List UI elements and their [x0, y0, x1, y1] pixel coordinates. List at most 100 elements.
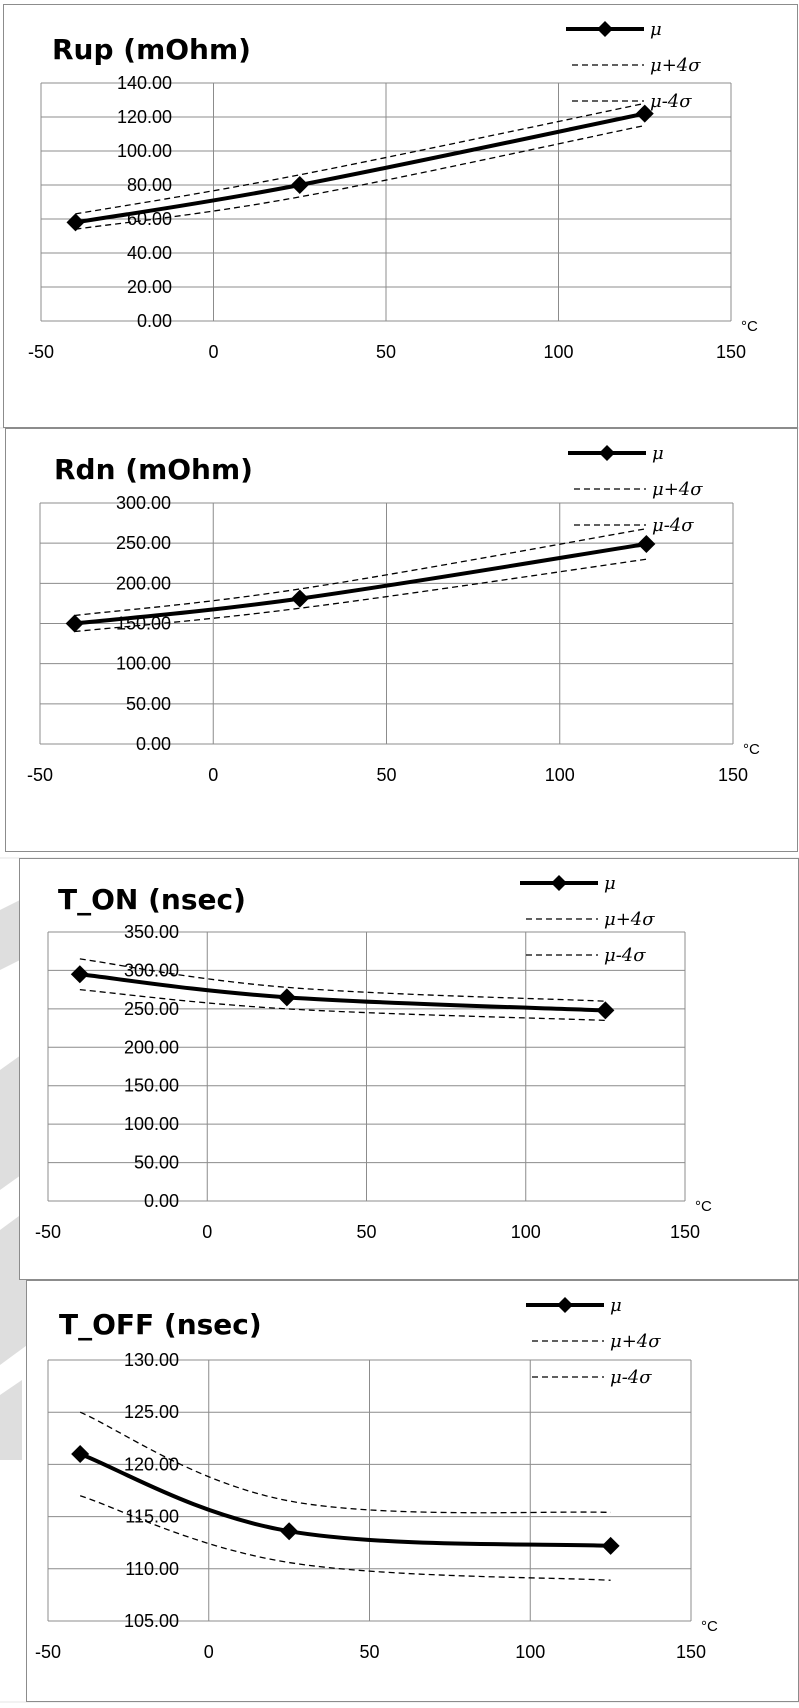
- y-tick-label: 80.00: [127, 175, 172, 195]
- y-tick-label: 0.00: [136, 734, 171, 754]
- data-point-marker: [66, 213, 85, 232]
- mean-line: [66, 104, 654, 232]
- data-point-marker: [280, 1522, 299, 1541]
- x-tick-label: 150: [718, 765, 748, 785]
- y-tick-label: 20.00: [127, 277, 172, 297]
- legend: μ μ+4σ μ-4σ: [568, 443, 703, 536]
- legend-marker: [551, 875, 567, 891]
- y-tick-label: 350.00: [124, 922, 179, 942]
- legend-marker: [599, 445, 615, 461]
- data-point-marker: [290, 589, 309, 608]
- chart-title: T_OFF (nsec): [59, 1308, 262, 1341]
- y-tick-label: 50.00: [126, 694, 171, 714]
- mean-series-line: [72, 541, 649, 626]
- y-tick-label: 100.00: [116, 654, 171, 674]
- x-tick-label: 100: [515, 1642, 545, 1662]
- x-axis-unit: °C: [743, 741, 760, 758]
- band-series-line: [79, 1411, 611, 1514]
- y-tick-label: 0.00: [137, 311, 172, 331]
- band-series-line: [79, 1495, 611, 1581]
- band-lines: [75, 102, 645, 230]
- y-tick-label: 120.00: [117, 107, 172, 127]
- x-tick-label: 0: [208, 765, 218, 785]
- chart-rup: Rup (mOhm) °C 0.00 20.00 40.00 60.00 80.00 10…: [3, 4, 798, 428]
- data-point-marker: [70, 965, 89, 984]
- chart-t-off-svg: T_OFF (nsec) °C 105.00 110.00 115.00 120.00…: [35, 1295, 718, 1662]
- tick-labels: 0.00 50.00 100.00 150.00 200.00 250.00 300.00 3…: [35, 922, 700, 1242]
- legend-label: μ: [650, 19, 662, 40]
- x-tick-label: 150: [676, 1642, 706, 1662]
- y-tick-label: 40.00: [127, 243, 172, 263]
- band-lines: [74, 528, 647, 633]
- y-tick-label: 200.00: [116, 573, 171, 593]
- chart-rdn-svg: Rdn (mOhm) °C 0.00 50.00 100.00 150.00 200.0…: [27, 443, 760, 785]
- y-tick-label: 140.00: [117, 73, 172, 93]
- data-point-marker: [635, 104, 654, 123]
- mean-line: [65, 534, 656, 633]
- x-tick-label: 50: [359, 1642, 379, 1662]
- legend: μ μ+4σ μ-4σ: [566, 19, 701, 112]
- tick-labels: 105.00 110.00 115.00 120.00 125.00 130.00 -50 0…: [35, 1350, 706, 1662]
- mean-line: [70, 965, 615, 1020]
- y-tick-label: 100.00: [124, 1114, 179, 1134]
- y-tick-label: 105.00: [124, 1611, 179, 1631]
- chart-title: Rup (mOhm): [52, 33, 251, 66]
- legend-label: μ: [652, 443, 664, 464]
- x-tick-label: 50: [356, 1222, 376, 1242]
- data-point-marker: [277, 988, 296, 1007]
- x-tick-label: 0: [208, 342, 218, 362]
- data-point-marker: [596, 1001, 615, 1020]
- legend-label: μ+4σ: [610, 1331, 661, 1352]
- x-tick-label: -50: [27, 765, 53, 785]
- data-point-marker: [601, 1536, 620, 1555]
- band-lines: [79, 1411, 611, 1581]
- legend-marker: [597, 21, 613, 37]
- y-tick-label: 250.00: [116, 533, 171, 553]
- data-point-marker: [71, 1444, 90, 1463]
- data-point-marker: [65, 614, 84, 633]
- tick-labels: 0.00 20.00 40.00 60.00 80.00 100.00 120.00 140.…: [28, 73, 746, 362]
- chart-title: Rdn (mOhm): [54, 453, 253, 486]
- band-series-line: [79, 958, 606, 1002]
- band-series-line: [79, 988, 606, 1022]
- band-lines: [79, 958, 606, 1022]
- legend-label: μ: [604, 873, 616, 894]
- legend: μ μ+4σ μ-4σ: [520, 873, 655, 966]
- y-tick-label: 200.00: [124, 1037, 179, 1057]
- x-tick-label: 0: [204, 1642, 214, 1662]
- y-tick-label: 150.00: [124, 1076, 179, 1096]
- x-tick-label: 50: [376, 765, 396, 785]
- y-tick-label: 110.00: [125, 1559, 179, 1579]
- data-point-marker: [290, 176, 309, 194]
- legend-marker: [557, 1297, 573, 1313]
- legend-label: μ-4σ: [604, 945, 646, 966]
- legend-label: μ+4σ: [604, 909, 655, 930]
- y-tick-label: 50.00: [134, 1153, 179, 1173]
- y-tick-label: 300.00: [124, 960, 179, 980]
- x-tick-label: -50: [35, 1642, 61, 1662]
- x-tick-label: 150: [716, 342, 746, 362]
- data-point-marker: [637, 534, 656, 553]
- y-tick-label: 60.00: [127, 209, 172, 229]
- x-tick-label: 100: [543, 342, 573, 362]
- y-tick-label: 120.00: [124, 1454, 179, 1474]
- chart-t-on-svg: T_ON (nsec) °C 0.00 50.00 100.00 150.00 200.…: [35, 873, 712, 1242]
- y-tick-label: 0.00: [144, 1191, 179, 1211]
- x-tick-label: 0: [202, 1222, 212, 1242]
- chart-t-off: T_OFF (nsec) °C 105.00 110.00 115.00 120.00…: [26, 1280, 799, 1702]
- y-tick-label: 100.00: [117, 141, 172, 161]
- y-tick-label: 150.00: [116, 614, 171, 634]
- legend-label: μ: [610, 1295, 622, 1316]
- y-tick-label: 130.00: [124, 1350, 179, 1370]
- x-tick-label: 100: [545, 765, 575, 785]
- band-series-line: [74, 528, 647, 617]
- x-tick-label: 100: [511, 1222, 541, 1242]
- grid: [39, 502, 734, 745]
- chart-rup-svg: Rup (mOhm) °C 0.00 20.00 40.00 60.00 80.00 10…: [28, 19, 758, 362]
- band-series-line: [75, 124, 645, 230]
- chart-title: T_ON (nsec): [58, 883, 246, 916]
- tick-labels: 0.00 50.00 100.00 150.00 200.00 250.00 300.00 -…: [27, 493, 748, 785]
- x-tick-label: 50: [376, 342, 396, 362]
- chart-t-on: T_ON (nsec) °C 0.00 50.00 100.00 150.00 200.…: [19, 858, 799, 1280]
- chart-rdn: Rdn (mOhm) °C 0.00 50.00 100.00 150.00 200.0…: [5, 428, 798, 852]
